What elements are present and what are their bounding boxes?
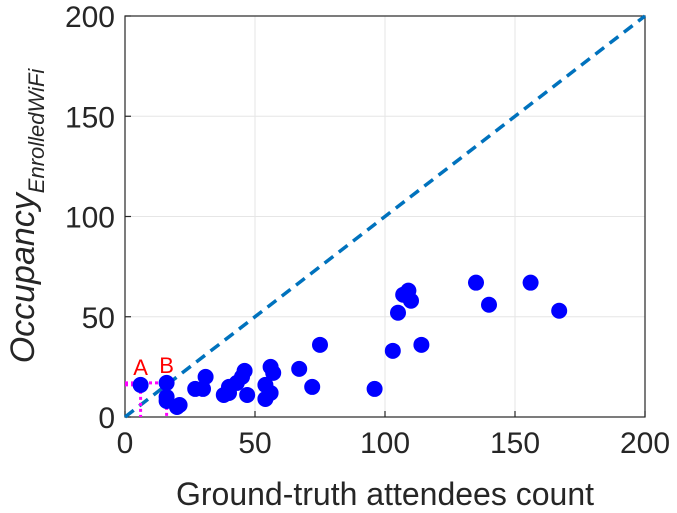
data-point: [195, 380, 211, 397]
data-point: [481, 296, 497, 313]
data-point: [390, 304, 406, 321]
data-point: [366, 380, 383, 397]
data-point: [522, 274, 539, 291]
x-tick-label: 0: [117, 427, 134, 460]
data-point: [158, 374, 175, 391]
y-tick-label: 200: [65, 1, 115, 34]
y-axis-ticks: 0 50 100 150 200: [65, 1, 131, 435]
y-tick-label: 0: [98, 402, 115, 435]
data-point: [413, 336, 430, 353]
data-point: [171, 396, 188, 413]
data-points: [132, 274, 568, 415]
x-tick-label: 50: [238, 427, 271, 460]
data-point: [236, 362, 253, 379]
x-axis-ticks: 0 50 100 150 200: [117, 411, 670, 460]
data-point: [265, 364, 282, 381]
data-point: [468, 274, 484, 291]
x-tick-label: 100: [360, 427, 410, 460]
data-point: [312, 336, 328, 353]
data-point: [239, 386, 256, 403]
data-point: [197, 368, 214, 385]
x-tick-label: 150: [490, 427, 540, 460]
data-point: [551, 302, 568, 319]
x-tick-label: 200: [620, 427, 670, 460]
x-axis-label: Ground-truth attendees count: [176, 476, 594, 512]
reference-diagonal-line: [123, 14, 647, 419]
y-axis-label-subscript: EnrolledWiFi: [24, 68, 49, 194]
data-point: [132, 376, 149, 393]
data-point: [384, 342, 401, 359]
y-tick-label: 150: [65, 101, 115, 134]
data-point: [291, 360, 308, 377]
y-axis-label: OccupancyEnrolledWiFi: [4, 68, 49, 364]
y-tick-label: 100: [65, 202, 115, 235]
y-tick-label: 50: [82, 302, 115, 335]
annotation-label-a: A: [133, 355, 148, 380]
data-point: [304, 378, 321, 395]
y-axis-label-main: Occupancy: [4, 191, 42, 363]
annotation-label-b: B: [159, 353, 174, 378]
data-point: [403, 292, 419, 309]
data-point: [262, 384, 279, 401]
